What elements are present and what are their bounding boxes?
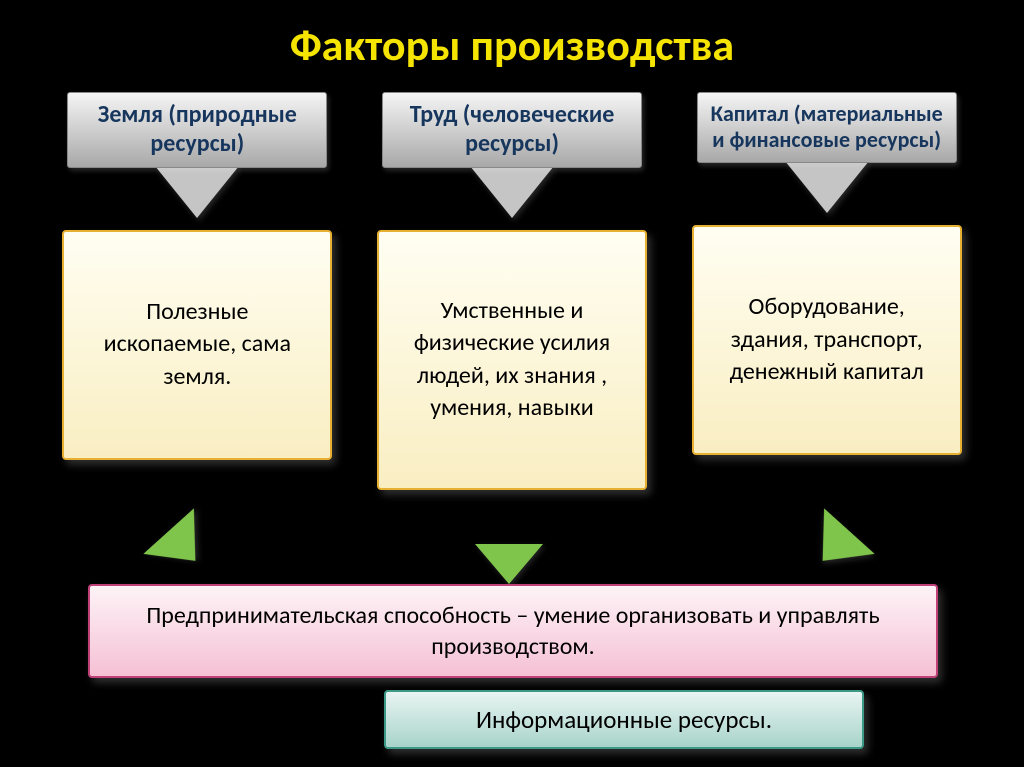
- col-1-arrow-icon: [155, 166, 239, 218]
- col-2-arrow-icon: [470, 166, 554, 218]
- information-resources-box: Информационные ресурсы.: [384, 690, 864, 749]
- col-2-header: Труд (человеческие ресурсы): [382, 92, 642, 168]
- green-arrow-center-icon: [475, 544, 543, 584]
- column-3: Капитал (материальные и финансовые ресур…: [689, 92, 964, 490]
- col-1-header: Земля (природные ресурсы): [67, 92, 327, 168]
- green-arrow-left-icon: [143, 508, 220, 583]
- column-2: Труд (человеческие ресурсы) Умственные и…: [375, 92, 650, 490]
- col-3-header: Капитал (материальные и финансовые ресур…: [697, 92, 957, 163]
- slide-title: Факторы производства: [0, 0, 1024, 72]
- entrepreneurship-box: Предпринимательская способность – умение…: [88, 584, 938, 678]
- column-1: Земля (природные ресурсы) Полезные ископ…: [60, 92, 335, 490]
- col-2-body: Умственные и физические усилия людей, их…: [377, 230, 647, 490]
- col-3-body: Оборудование, здания, транспорт, денежны…: [692, 225, 962, 455]
- col-3-arrow-icon: [785, 161, 869, 213]
- columns-row: Земля (природные ресурсы) Полезные ископ…: [0, 72, 1024, 490]
- green-arrow-right-icon: [797, 508, 874, 583]
- col-1-body: Полезные ископаемые, сама земля.: [62, 230, 332, 460]
